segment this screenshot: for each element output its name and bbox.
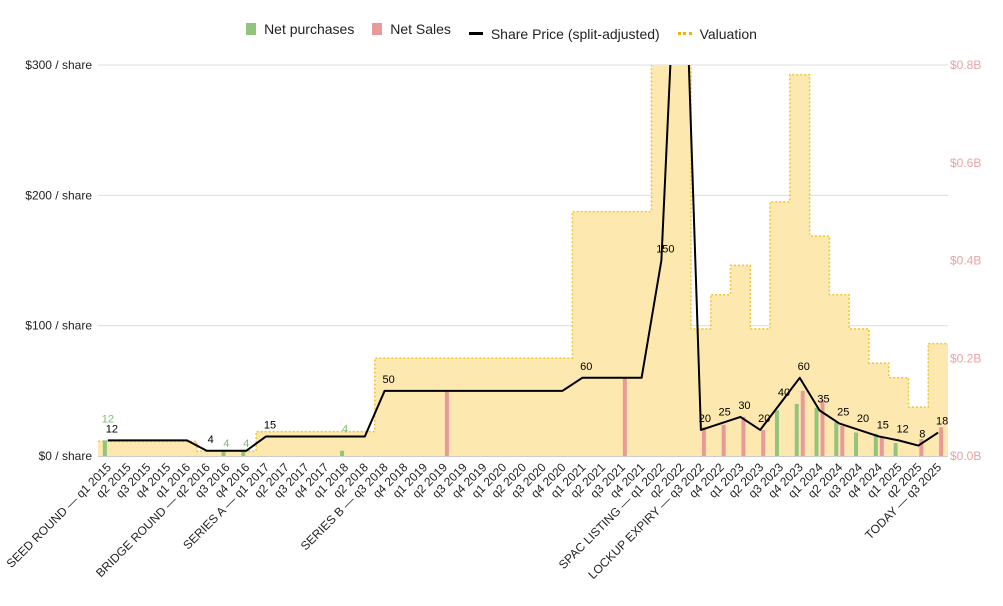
left-tick-label: $0 / share [39,449,93,463]
purchase-bar [814,407,819,456]
price-label: 150 [656,244,674,256]
price-label: 60 [798,361,810,373]
legend-item-valuation[interactable]: Valuation [677,25,757,42]
right-tick-label: $0.6B [950,156,981,170]
purchase-bar [102,440,107,456]
price-label: 20 [758,413,770,425]
legend-item-sales[interactable]: Net Sales [372,21,451,37]
purchase-label: 12 [102,413,114,425]
price-label: 15 [264,419,276,431]
valuation-area [98,65,948,456]
sale-bar [622,377,627,456]
purchase-label: 4 [243,438,249,450]
purchase-bar [873,433,878,456]
purchase-bar [340,450,345,456]
legend-label-sales: Net Sales [390,21,451,37]
price-label: 15 [877,419,889,431]
purchase-bar [221,450,226,456]
right-tick-label: $0.8B [950,58,981,72]
purchase-bar [893,442,898,456]
price-label: 50 [383,374,395,386]
right-tick-label: $0.4B [950,254,981,268]
price-label: 35 [817,393,829,405]
bars-layer [102,377,944,456]
purchases-swatch [246,23,257,35]
purchase-bar [241,450,246,456]
sale-bar [721,424,726,456]
price-swatch [468,32,483,35]
legend-label-valuation: Valuation [699,25,757,42]
left-tick-label: $200 / share [25,188,92,202]
sale-bar [800,390,805,456]
legend-label-purchases: Net purchases [264,21,355,37]
right-tick-label: $0.2B [950,351,981,365]
price-label: 12 [106,423,118,435]
price-label: 18 [936,416,948,428]
price-label: 4 [208,434,214,446]
sale-bar [919,439,924,456]
sale-bar [820,399,825,456]
legend-item-purchases[interactable]: Net purchases [246,21,354,37]
valuation-fill [98,65,948,456]
right-axis: $0.0B $0.2B $0.4B $0.6B $0.8B [950,58,981,463]
legend: Net purchases Net Sales Share Price (spl… [0,21,1003,42]
sale-bar [444,390,449,456]
sale-bar [879,437,884,456]
left-tick-label: $300 / share [25,58,92,72]
sales-swatch [372,23,383,35]
price-label: 12 [896,423,908,435]
x-tick-label: SEED ROUND — q1 2015 [4,460,115,571]
left-tick-label: $100 / share [25,319,92,333]
price-label: 8 [919,429,925,441]
purchase-bar [834,422,839,456]
sale-bar [840,426,845,456]
sale-bar [741,416,746,456]
purchase-bar [794,403,799,456]
right-tick-label: $0.0B [950,449,981,463]
price-label: 20 [857,413,869,425]
sale-bar [939,427,944,456]
price-label: 40 [778,387,790,399]
purchase-label: 4 [223,438,229,450]
price-line-layer [107,65,939,452]
purchase-bar [774,410,779,456]
sale-bar [701,427,706,456]
legend-item-price[interactable]: Share Price (split-adjusted) [468,25,660,42]
legend-label-price: Share Price (split-adjusted) [490,25,660,42]
purchase-bar [854,432,859,456]
left-axis: $0 / share $100 / share $200 / share $300 /… [25,58,92,463]
purchase-label: 4 [342,423,348,435]
sale-bar [761,429,766,456]
price-label: 25 [837,406,849,418]
price-label: 60 [580,361,592,373]
price-line [107,65,939,452]
point-labels: 12 4 15 50 60 150 20 25 30 20 40 60 35 25 20 15 12 8 18 12 4… [102,244,948,450]
price-label: 25 [719,406,731,418]
price-label: 20 [699,413,711,425]
valuation-swatch [677,32,692,35]
price-label: 30 [738,400,750,412]
